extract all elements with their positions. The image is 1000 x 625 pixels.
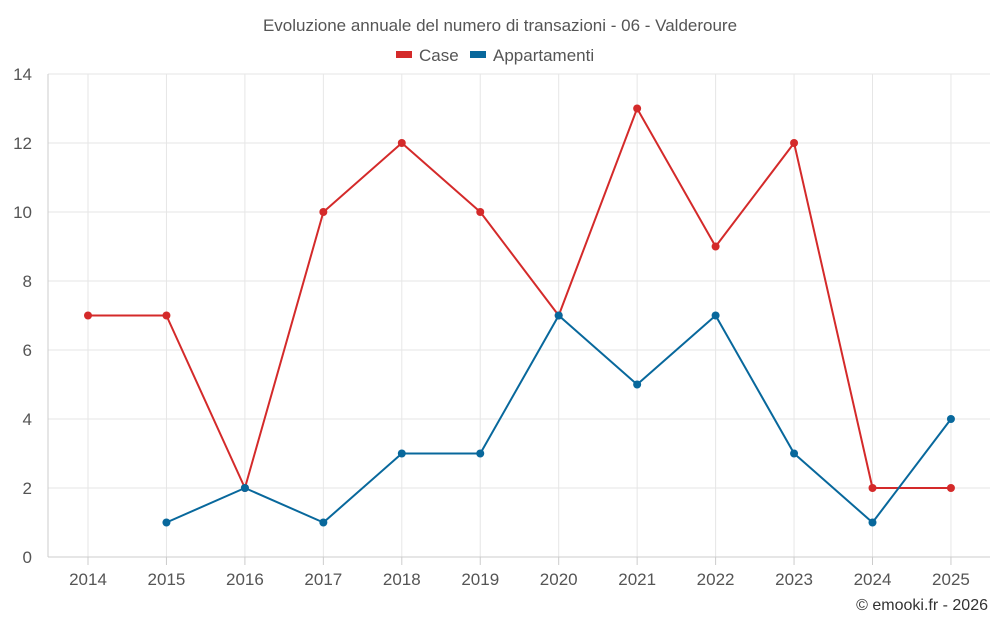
series-appartamenti xyxy=(162,311,955,527)
data-point-case[interactable] xyxy=(162,311,171,320)
x-tick-label: 2022 xyxy=(697,570,735,589)
y-tick-label: 8 xyxy=(23,272,32,291)
data-point-appartamenti[interactable] xyxy=(946,415,955,423)
x-tick-label: 2020 xyxy=(540,570,578,589)
data-point-appartamenti[interactable] xyxy=(711,311,720,320)
y-tick-label: 14 xyxy=(13,65,32,84)
grid xyxy=(48,73,990,557)
legend-item-appartamenti[interactable]: Appartamenti xyxy=(470,46,594,65)
data-point-case[interactable] xyxy=(868,484,877,492)
y-tick-label: 12 xyxy=(13,134,32,153)
data-point-appartamenti[interactable] xyxy=(162,518,171,527)
data-point-appartamenti[interactable] xyxy=(868,518,877,527)
axes: 0 2 4 6 8 10 12 14 2014 2015 2016 2017 2018 2019 2020 2… xyxy=(13,65,990,589)
x-tick-label: 2015 xyxy=(148,570,186,589)
data-point-appartamenti[interactable] xyxy=(240,484,249,492)
data-point-case[interactable] xyxy=(633,104,642,113)
data-point-case[interactable] xyxy=(946,484,955,492)
x-tick-label: 2025 xyxy=(932,570,970,589)
data-point-case[interactable] xyxy=(711,242,720,251)
x-tick-label: 2016 xyxy=(226,570,264,589)
legend-swatch-appartamenti xyxy=(470,51,486,58)
series xyxy=(84,104,955,527)
y-tick-label: 2 xyxy=(23,479,32,498)
y-tick-label: 0 xyxy=(23,548,32,567)
legend: Case Appartamenti xyxy=(396,46,594,65)
data-point-appartamenti[interactable] xyxy=(633,380,642,389)
credit-text: © emooki.fr - 2026 xyxy=(856,597,988,614)
x-tick-label: 2018 xyxy=(383,570,421,589)
x-tick-label: 2021 xyxy=(618,570,656,589)
data-point-case[interactable] xyxy=(397,139,406,147)
legend-label-appartamenti: Appartamenti xyxy=(493,46,594,65)
series-line-case xyxy=(88,107,951,489)
x-tick-label: 2014 xyxy=(69,570,107,589)
data-point-appartamenti[interactable] xyxy=(554,311,563,320)
legend-label-case: Case xyxy=(419,46,459,65)
x-tick-label: 2024 xyxy=(854,570,892,589)
x-tick-label: 2023 xyxy=(775,570,813,589)
data-point-appartamenti[interactable] xyxy=(476,449,485,458)
chart-title: Evoluzione annuale del numero di transaz… xyxy=(263,16,737,35)
data-point-appartamenti[interactable] xyxy=(319,518,328,527)
data-point-case[interactable] xyxy=(476,208,485,216)
legend-swatch-case xyxy=(396,51,412,58)
data-point-case[interactable] xyxy=(84,311,92,320)
series-case xyxy=(84,104,955,492)
x-tick-label: 2017 xyxy=(304,570,342,589)
y-tick-label: 6 xyxy=(23,341,32,360)
y-tick-label: 4 xyxy=(23,410,32,429)
data-point-case[interactable] xyxy=(790,139,799,147)
y-tick-label: 10 xyxy=(13,203,32,222)
data-point-case[interactable] xyxy=(319,208,328,216)
data-point-appartamenti[interactable] xyxy=(790,449,799,458)
legend-item-case[interactable]: Case xyxy=(396,46,459,65)
data-point-appartamenti[interactable] xyxy=(397,449,406,458)
x-tick-label: 2019 xyxy=(461,570,499,589)
